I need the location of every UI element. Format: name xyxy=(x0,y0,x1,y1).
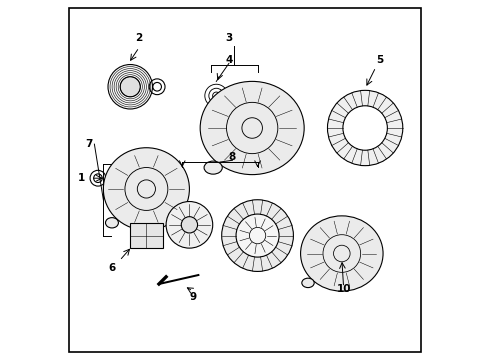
Text: 3: 3 xyxy=(225,33,232,43)
Ellipse shape xyxy=(105,218,119,228)
Circle shape xyxy=(327,90,403,166)
Ellipse shape xyxy=(302,278,314,288)
Ellipse shape xyxy=(200,81,304,175)
Circle shape xyxy=(120,77,140,97)
Text: 6: 6 xyxy=(109,263,116,273)
Text: 5: 5 xyxy=(376,55,383,65)
Ellipse shape xyxy=(103,148,190,230)
Text: 8: 8 xyxy=(229,152,236,162)
Text: 2: 2 xyxy=(136,33,143,43)
Ellipse shape xyxy=(300,216,383,291)
Text: 7: 7 xyxy=(85,139,93,149)
Circle shape xyxy=(221,200,294,271)
Circle shape xyxy=(343,106,388,150)
Bar xyxy=(130,223,163,248)
Circle shape xyxy=(236,214,279,257)
Text: 9: 9 xyxy=(190,292,196,302)
Ellipse shape xyxy=(204,161,222,174)
Text: 10: 10 xyxy=(336,284,351,294)
Circle shape xyxy=(181,217,197,233)
Text: 1: 1 xyxy=(78,173,85,183)
Circle shape xyxy=(166,202,213,248)
Circle shape xyxy=(108,64,152,109)
Text: 4: 4 xyxy=(225,55,233,65)
